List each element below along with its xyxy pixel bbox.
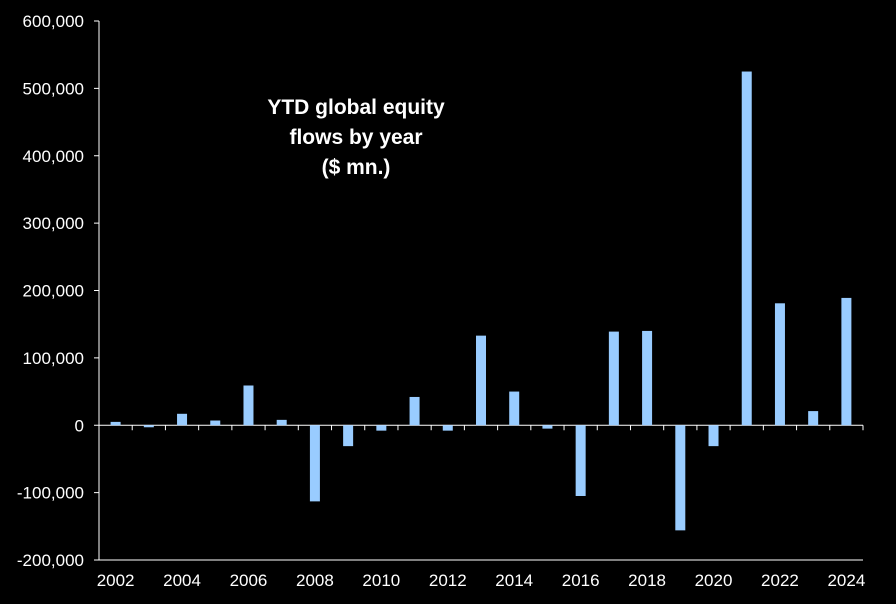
x-tick-label: 2006 bbox=[230, 571, 268, 590]
y-tick-label: 300,000 bbox=[23, 214, 84, 233]
bar-2002 bbox=[110, 421, 121, 426]
y-tick-label: -100,000 bbox=[17, 484, 84, 503]
y-tick-label: 100,000 bbox=[23, 349, 84, 368]
x-tick-label: 2020 bbox=[695, 571, 733, 590]
chart-marks: -200,000 -100,000 0 100,000 200,000 300,000 40… bbox=[17, 12, 865, 590]
bar-2007 bbox=[276, 419, 287, 426]
x-tick-label: 2010 bbox=[362, 571, 400, 590]
bar-2017 bbox=[608, 331, 619, 426]
bar-2013 bbox=[476, 335, 486, 426]
bar-2018 bbox=[642, 330, 653, 426]
y-tick-label: 0 bbox=[75, 416, 84, 435]
bar-2008 bbox=[309, 425, 320, 502]
x-tick-label: 2002 bbox=[97, 571, 135, 590]
x-tick-label: 2004 bbox=[163, 571, 201, 590]
bar-2009 bbox=[343, 425, 354, 447]
bar-2003 bbox=[143, 425, 154, 428]
bar-2022 bbox=[774, 303, 785, 426]
bar-2019 bbox=[675, 425, 686, 531]
bar-2021 bbox=[741, 71, 752, 426]
bar-2016 bbox=[575, 425, 586, 496]
x-tick-label: 2018 bbox=[628, 571, 666, 590]
bar-2011 bbox=[409, 396, 420, 426]
bar-2024 bbox=[841, 297, 852, 426]
y-tick-label: -200,000 bbox=[17, 551, 84, 570]
x-tick-label: 2014 bbox=[495, 571, 533, 590]
chart-title-line-1: YTD global equity bbox=[267, 96, 445, 119]
x-tick-label: 2024 bbox=[827, 571, 865, 590]
chart-title-line-3: ($ mn.) bbox=[322, 156, 391, 179]
x-tick-label: 2012 bbox=[429, 571, 467, 590]
bar-2005 bbox=[210, 420, 221, 426]
bar-2020 bbox=[708, 425, 719, 447]
bar-2014 bbox=[509, 391, 520, 426]
y-tick-label: 200,000 bbox=[23, 282, 84, 301]
x-tick-label: 2016 bbox=[562, 571, 600, 590]
y-tick-label: 400,000 bbox=[23, 147, 84, 166]
bar-2006 bbox=[243, 385, 254, 426]
bar-2012 bbox=[442, 425, 453, 431]
x-tick-label: 2008 bbox=[296, 571, 334, 590]
bar-2004 bbox=[177, 413, 188, 426]
x-tick-label: 2022 bbox=[761, 571, 799, 590]
y-tick-label: 500,000 bbox=[23, 79, 84, 98]
y-tick-label: 600,000 bbox=[23, 12, 84, 31]
bar-2015 bbox=[542, 425, 553, 429]
bar-2023 bbox=[808, 411, 819, 426]
bar-2010 bbox=[376, 425, 387, 431]
chart-title-line-2: flows by year bbox=[289, 126, 422, 149]
